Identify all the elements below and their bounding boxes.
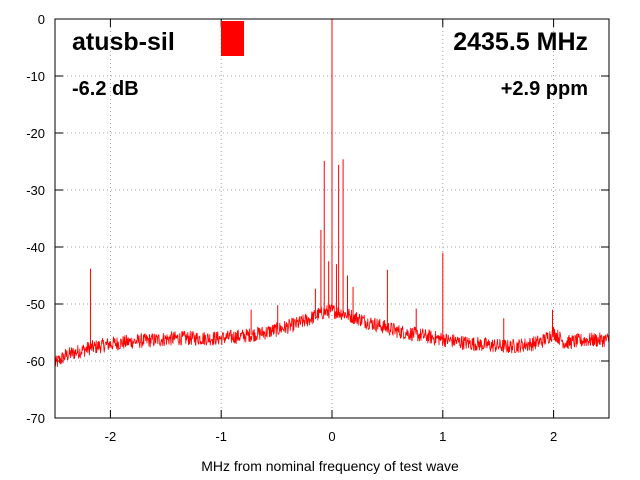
level-label: -6.2 dB (72, 78, 139, 100)
frequency-label: 2435.5 MHz (453, 28, 588, 56)
ppm-label: +2.9 ppm (501, 78, 588, 100)
plot-frame (54, 18, 610, 419)
y-tick-label: 0 (38, 12, 45, 27)
y-tick-label: -10 (26, 69, 45, 84)
y-tick-label: -60 (26, 354, 45, 369)
y-tick-label: -30 (26, 183, 45, 198)
y-tick-label: -20 (26, 126, 45, 141)
x-tick-label: -1 (215, 429, 227, 444)
x-tick-label: 2 (550, 429, 557, 444)
x-tick-label: 0 (328, 429, 335, 444)
x-tick-label: -2 (105, 429, 117, 444)
y-axis-ticks: 0 -10 -20 -30 -40 -50 -60 -70 (26, 12, 609, 426)
y-tick-label: -70 (26, 411, 45, 426)
x-axis-label: MHz from nominal frequency of test wave (201, 458, 459, 474)
y-tick-label: -40 (26, 240, 45, 255)
y-tick-label: -50 (26, 297, 45, 312)
x-tick-label: 1 (439, 429, 446, 444)
spectrum-spikes (89, 19, 553, 349)
device-name-label: atusb-sil (72, 28, 175, 56)
status-marker (221, 21, 244, 56)
